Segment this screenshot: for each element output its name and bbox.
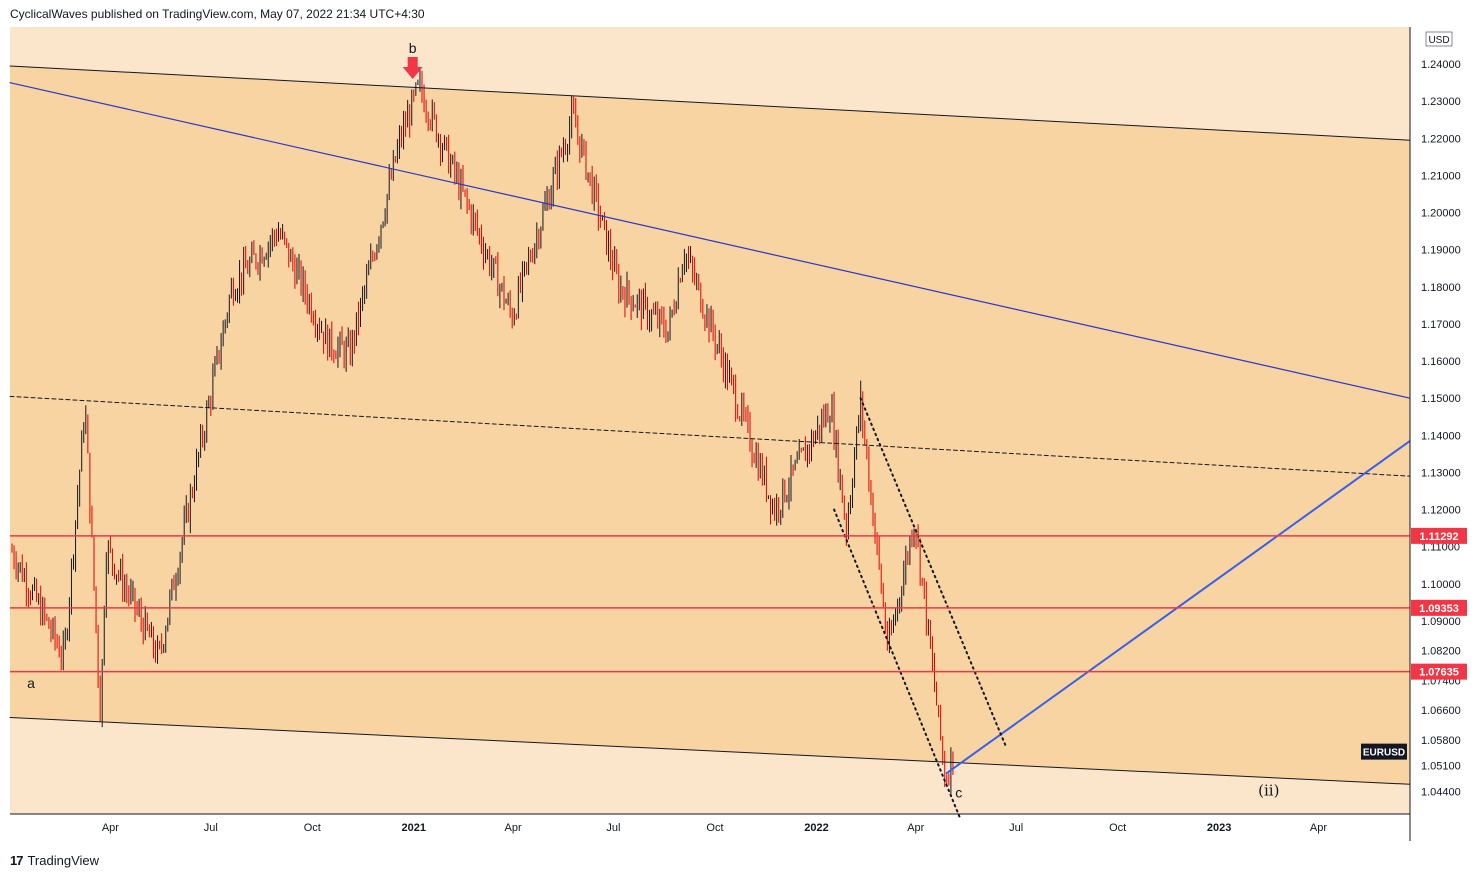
channel-mid-dashed-line[interactable]	[9, 395, 1411, 477]
channel-bottom-line[interactable]	[9, 716, 1411, 785]
time-tick-label: Oct	[706, 822, 723, 834]
symbol-badge[interactable]	[1361, 743, 1407, 760]
price-tick-label: 1.15000	[1421, 393, 1461, 405]
blue-trendline-line[interactable]	[9, 82, 1411, 399]
price-tick-label: 1.04400	[1421, 787, 1461, 799]
wave-label: a	[27, 675, 35, 691]
footer: 17 TradingView	[10, 853, 99, 868]
blue-projection-line[interactable]	[945, 439, 1411, 775]
currency-label: USD	[1428, 35, 1449, 46]
time-tick-label: 2023	[1207, 822, 1231, 834]
level-price-text: 1.09353	[1419, 603, 1459, 615]
price-tick-label: 1.13000	[1421, 467, 1461, 479]
price-tick-label: 1.19000	[1421, 245, 1461, 257]
time-tick-label: Jul	[1009, 822, 1023, 834]
falling-channel-upper-line[interactable]	[859, 397, 1008, 749]
time-tick-label: Oct	[1109, 822, 1126, 834]
price-tick-label: 1.18000	[1421, 282, 1461, 294]
time-axis[interactable]: Apr Jul Oct 2021 Apr Jul Oct 2022 Apr Jul Oct 2023 A…	[102, 822, 1327, 834]
footer-brand[interactable]: TradingView	[27, 853, 100, 868]
price-axis[interactable]: 1.044001.051001.058001.066001.074001.082…	[10, 27, 1468, 841]
level-price-text: 1.07635	[1419, 667, 1459, 679]
time-tick-label: Jul	[606, 822, 620, 834]
falling-channel-lower-line[interactable]	[833, 508, 961, 819]
level-price-label[interactable]	[1411, 527, 1467, 544]
candles	[11, 67, 954, 795]
channel-top-line[interactable]	[9, 65, 1411, 141]
time-tick-label: Oct	[304, 822, 321, 834]
price-tick-label: 1.21000	[1421, 170, 1461, 182]
time-tick-label: Apr	[505, 822, 522, 834]
wave-label: c	[955, 784, 962, 800]
price-tick-label: 1.11000	[1421, 542, 1460, 554]
price-tick-label: 1.22000	[1421, 133, 1461, 145]
time-tick-label: Jul	[204, 822, 218, 834]
price-tick-label: 1.24000	[1421, 59, 1461, 71]
price-tick-label: 1.09000	[1421, 616, 1461, 628]
price-tick-label: 1.08200	[1421, 646, 1461, 658]
level-price-label[interactable]	[1411, 599, 1467, 616]
level-price-label[interactable]	[1411, 663, 1467, 680]
price-tick-label: 1.17000	[1421, 319, 1461, 331]
wave-label: b	[409, 40, 417, 56]
down-arrow-icon	[402, 56, 423, 79]
price-tick-label: 1.10000	[1421, 579, 1461, 591]
symbol-label: EURUSD	[1363, 748, 1405, 759]
wave-label: (ii)	[1258, 781, 1279, 799]
price-tick-label: 1.20000	[1421, 208, 1461, 220]
publish-caption: CyclicalWaves published on TradingView.c…	[10, 7, 425, 21]
time-tick-label: Apr	[907, 822, 924, 834]
price-axis-background	[1410, 27, 1468, 814]
tradingview-logo-icon[interactable]: 17	[10, 853, 24, 868]
time-tick-label: Apr	[102, 822, 119, 834]
price-tick-label: 1.05100	[1421, 761, 1461, 773]
time-tick-label: 2022	[804, 822, 828, 834]
price-tick-label: 1.14000	[1421, 430, 1461, 442]
price-tick-label: 1.16000	[1421, 356, 1461, 368]
channel-fill	[10, 65, 1410, 785]
price-tick-label: 1.06600	[1421, 705, 1461, 717]
currency-badge[interactable]	[1425, 31, 1453, 47]
price-tick-label: 1.12000	[1421, 505, 1461, 517]
time-tick-label: Apr	[1310, 822, 1327, 834]
price-tick-label: 1.05800	[1421, 735, 1461, 747]
price-tick-label: 1.23000	[1421, 96, 1461, 108]
level-price-text: 1.11292	[1419, 531, 1458, 543]
time-tick-label: 2021	[402, 822, 426, 834]
